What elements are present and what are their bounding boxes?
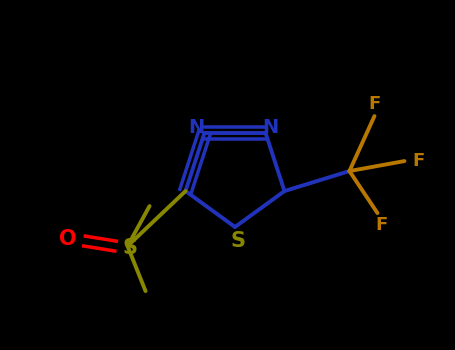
- Text: O: O: [59, 229, 76, 249]
- Text: N: N: [188, 118, 205, 138]
- Text: F: F: [375, 216, 388, 234]
- Text: F: F: [369, 95, 380, 113]
- Text: F: F: [412, 152, 425, 170]
- Text: S: S: [231, 231, 246, 251]
- Text: S: S: [122, 238, 137, 258]
- Text: N: N: [263, 118, 279, 138]
